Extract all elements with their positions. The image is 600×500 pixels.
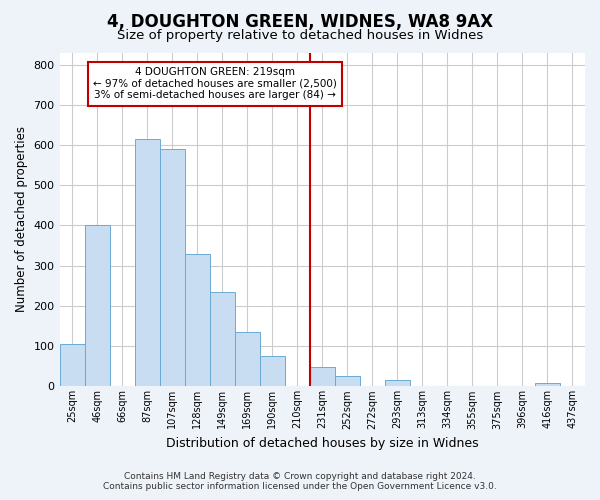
Bar [185, 254, 209, 386]
Bar [260, 356, 285, 386]
Bar [134, 139, 160, 386]
Bar [85, 226, 110, 386]
Text: 4 DOUGHTON GREEN: 219sqm
← 97% of detached houses are smaller (2,500)
3% of semi: 4 DOUGHTON GREEN: 219sqm ← 97% of detach… [93, 68, 337, 100]
Bar [209, 292, 235, 386]
Text: Size of property relative to detached houses in Widnes: Size of property relative to detached ho… [117, 28, 483, 42]
Bar [160, 149, 185, 386]
Bar [335, 376, 360, 386]
Bar [535, 383, 560, 386]
Bar [235, 332, 260, 386]
Bar [310, 367, 335, 386]
Bar [59, 344, 85, 387]
Bar [385, 380, 410, 386]
Text: Contains HM Land Registry data © Crown copyright and database right 2024.
Contai: Contains HM Land Registry data © Crown c… [103, 472, 497, 491]
Y-axis label: Number of detached properties: Number of detached properties [15, 126, 28, 312]
Text: 4, DOUGHTON GREEN, WIDNES, WA8 9AX: 4, DOUGHTON GREEN, WIDNES, WA8 9AX [107, 12, 493, 30]
X-axis label: Distribution of detached houses by size in Widnes: Distribution of detached houses by size … [166, 437, 479, 450]
